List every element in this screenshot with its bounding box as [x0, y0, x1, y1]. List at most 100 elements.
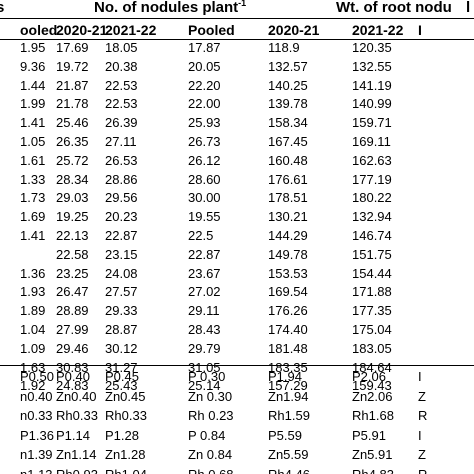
table-cell-col-nod-2020: 29.03	[56, 190, 89, 206]
table-cell-col-nod-pooled: 29.11	[188, 303, 220, 319]
stats-cell-col-nod-pooled: Zn 0.30	[188, 388, 233, 404]
table-cell-col-nod-2020: 22.58	[56, 246, 89, 262]
table-cell-col-nod-2020: 26.47	[56, 284, 89, 300]
table-cell-col-wt-2021: 162.63	[352, 152, 392, 168]
table-cell-col-wt-2020: 178.51	[268, 190, 308, 206]
table-cell-text: 9.36	[20, 58, 46, 74]
table-cell-col-g	[416, 321, 474, 340]
table-cell-text: 1.93	[20, 284, 46, 300]
table-cell-col-g	[416, 114, 474, 133]
table-cell-col-g	[416, 265, 474, 284]
table-cell-col-nod-2021: 26.39	[105, 115, 138, 131]
table-cell-text: 1.41	[20, 227, 46, 243]
table-cell-col-nod-2020: 23.25	[56, 265, 89, 281]
rule-under-columns	[0, 39, 474, 40]
table-cell-col-nod-2021: 27.57	[105, 284, 138, 300]
table-cell-col-nod-2021: 26.53	[105, 152, 138, 168]
table-cell-col-nod-pooled: 28.60	[188, 171, 221, 187]
table-cell-col-wt-2021: 159.71	[352, 115, 392, 131]
table-cell-col-wt-2020: 169.54	[268, 284, 308, 300]
stats-cell-col-wt-2021: Rh4.83	[332, 465, 416, 474]
column-header-text: ooled	[20, 22, 58, 38]
table-cell-col-g	[416, 302, 474, 321]
table-cell-col-nod-2020: 25.46	[56, 115, 89, 131]
table-cell-col-nod-2020: 17.69	[56, 40, 89, 55]
table-cell-col-nod-2021: 20.23	[105, 209, 138, 225]
table-cell-col-wt-2020: 157.29	[268, 378, 308, 394]
stats-cell-text: P1.36	[20, 427, 54, 443]
table-cell-col-nod-2021: 24.08	[105, 265, 138, 281]
stats-cell-col-nod-2020: Rh0.93	[0, 465, 98, 474]
stats-cell-col-nod-2021: Zn0.45	[105, 388, 146, 404]
table-cell-col-nod-pooled: 26.73	[188, 133, 221, 149]
table-cell-col-wt-2021: 120.35	[352, 40, 392, 55]
table-cell-text: 1.33	[20, 171, 46, 187]
table-cell-col-wt-2020: 176.26	[268, 303, 308, 319]
column-header-col-nod-pooled: Pooled	[188, 22, 235, 38]
table-cell-text: 1.04	[20, 321, 46, 337]
table-cell-col-nod-2020: 29.46	[56, 340, 89, 356]
table-cell-col-nod-2021: 25.43	[105, 378, 138, 394]
table-cell-col-wt-2020: 153.53	[268, 265, 308, 281]
table-cell-col-wt-2021: 180.22	[352, 190, 392, 206]
stats-cell-col-nod-2020: Rh0.33	[56, 408, 98, 424]
stats-cell-col-g: I	[418, 427, 422, 443]
table-cell-text: 1.09	[20, 340, 46, 356]
table-cell-col-wt-2020: 176.61	[268, 171, 308, 187]
table-cell-col-g	[416, 227, 474, 246]
stats-cell-col-wt-2020: Rh1.59	[268, 408, 310, 424]
table-cell-col-wt-2020: 158.34	[268, 115, 308, 131]
group-header-nodules-sup: -1	[238, 0, 247, 8]
table-cell-col-nod-2020: 22.13	[56, 227, 89, 243]
table-cell-col-nod-2020: 27.99	[56, 321, 89, 337]
table-cell-col-wt-2020: 118.9	[268, 40, 300, 55]
table-cell-col-nod-pooled: 27.02	[188, 284, 221, 300]
table-cell-col-g	[416, 77, 474, 96]
table-cell-text: 1.95	[20, 40, 46, 55]
table-cell-col-nod-pooled: 31.05	[188, 359, 221, 375]
group-header-weight: Wt. of root nodu	[336, 0, 452, 16]
stats-cell-col-nod-2020: Zn1.14	[56, 447, 97, 463]
table-cell-col-nod-2021: 23.15	[105, 246, 138, 262]
table-cell-col-nod-2021: 30.12	[105, 340, 138, 356]
table-cell-col-g	[416, 340, 474, 359]
table-cell-text: 1.05	[20, 133, 46, 149]
table-cell-text: 1.41	[20, 115, 46, 131]
table-cell-col-wt-2021: 175.04	[352, 321, 392, 337]
table-cell-col-wt-2021: 132.94	[352, 209, 392, 225]
stats-cell-col-wt-2021: Zn2.06	[352, 388, 393, 404]
rule-above-stats	[0, 365, 474, 366]
table-cell-col-nod-2020: 30.83	[56, 359, 89, 375]
table-cell-col-nod-pooled: 25.14	[188, 378, 221, 394]
stats-cell-col-g: Z	[418, 447, 426, 463]
stats-cell-col-wt-2021: Rh1.68	[352, 408, 394, 424]
table-cell-col-nod-pooled: 22.20	[188, 77, 221, 93]
table-cell-col-g	[416, 133, 474, 152]
table-cell-col-wt-2021: 132.55	[352, 58, 392, 74]
table-cell-col-g	[416, 189, 474, 208]
table-cell-col-nod-2020: 19.25	[56, 209, 89, 225]
table-cell-col-nod-2021: 28.87	[105, 321, 138, 337]
table-cell-col-wt-2021: 141.19	[352, 77, 392, 93]
table-cell-col-nod-pooled: 22.00	[188, 96, 221, 112]
column-header-col-g: I	[418, 22, 422, 38]
stats-cell-col-nod-pooled: P 0.30	[188, 369, 226, 384]
table-cell-col-nod-pooled: 25.93	[188, 115, 221, 131]
table-cell-col-wt-2020: 139.78	[268, 96, 308, 112]
table-cell-col-nod-2021: 31.27	[105, 359, 138, 375]
stats-cell-col-nod-pooled: Zn 0.84	[188, 447, 233, 463]
table-cell-col-g	[416, 152, 474, 171]
table-cell-col-nod-2021: 22.53	[105, 77, 138, 93]
table-cell-col-nod-pooled: 29.79	[188, 340, 221, 356]
table-cell-col-nod-pooled: 26.12	[188, 152, 221, 168]
stats-cell-col-nod-2021: Rh1.04	[85, 465, 168, 474]
table-cell-text: 1.99	[20, 96, 46, 112]
stats-cell-col-wt-2020: Zn1.94	[268, 388, 309, 404]
table-cell-col-nod-2020: 21.87	[56, 77, 89, 93]
table-cell-col-wt-2021: 177.19	[352, 171, 392, 187]
stats-cell-col-nod-2020: Zn0.40	[56, 388, 97, 404]
table-cell-col-nod-2020: 19.72	[56, 58, 89, 74]
stats-cell-text: n1.13	[20, 465, 53, 474]
